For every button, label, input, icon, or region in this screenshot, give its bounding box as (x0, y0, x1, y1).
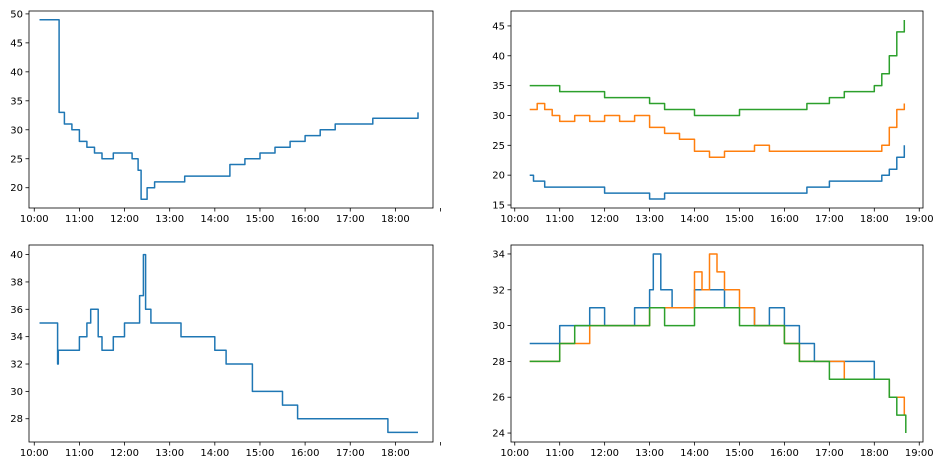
x-tick-label: 14:00 (680, 448, 709, 459)
x-tick-label: 12:00 (110, 214, 139, 225)
y-tick-label: 26 (492, 393, 505, 404)
y-tick-label: 45 (492, 21, 505, 32)
x-tick-label: 10:00 (20, 214, 49, 225)
y-tick-label: 34 (10, 332, 23, 343)
series-line-3 (529, 20, 906, 117)
x-tick-label: 14:00 (200, 448, 229, 459)
y-tick-label: 36 (10, 305, 23, 316)
chart-panel-bottom-right: 10:00 11:00 12:00 13:00 14:00 15:00 16:00 17:00… (492, 244, 934, 459)
x-tick-label: 17:00 (336, 214, 365, 225)
axes-frame (510, 10, 924, 209)
y-tick-label: 32 (10, 360, 23, 371)
x-tick-label: 13:00 (635, 214, 664, 225)
x-tick-label: 13:00 (155, 214, 184, 225)
x-tick-label: 13:00 (155, 448, 184, 459)
x-tick-label: 14:00 (680, 214, 709, 225)
y-tick-label: 40 (10, 250, 23, 261)
x-tick-label: 11:00 (545, 448, 574, 459)
x-tick-label: 10:00 (20, 448, 49, 459)
y-tick-label: 38 (10, 277, 23, 288)
x-tick-label: 18:00 (381, 448, 410, 459)
x-tick-label: 11:00 (545, 214, 574, 225)
y-tick-label: 20 (492, 171, 505, 182)
series-line-1 (529, 145, 906, 200)
y-tick-label: 28 (492, 357, 505, 368)
x-tick-label: 17:00 (815, 214, 844, 225)
series-line-3 (529, 306, 907, 433)
axes-frame (510, 244, 924, 443)
y-tick-label: 50 (10, 9, 23, 20)
x-tick-label: 15:00 (725, 448, 754, 459)
y-tick-label: 40 (492, 51, 505, 62)
y-tick-label: 15 (492, 201, 505, 212)
chart-panel-top-left: 10:00 11:00 12:00 13:00 14:00 15:00 16:00 17:00… (10, 9, 441, 225)
x-tick-label: 18:00 (860, 448, 889, 459)
series-line-1 (39, 253, 418, 434)
y-tick-label: 35 (492, 81, 505, 92)
x-tick-label: 11:00 (65, 214, 94, 225)
x-tick-label: 10:00 (500, 448, 529, 459)
x-tick-label: 15:00 (246, 448, 275, 459)
x-tick-label: 18:00 (860, 214, 889, 225)
series-line-2 (529, 253, 906, 416)
x-tick-label: 16:00 (770, 448, 799, 459)
y-tick-label: 24 (492, 429, 505, 440)
y-tick-label: 25 (10, 154, 23, 165)
axes-frame (28, 244, 434, 443)
y-tick-label: 30 (10, 387, 23, 398)
y-tick-label: 35 (10, 96, 23, 107)
y-tick-label: 30 (492, 321, 505, 332)
x-tick-label: 12:00 (590, 214, 619, 225)
x-tick-label: 16:00 (291, 214, 320, 225)
axes-frame (28, 10, 434, 209)
x-tick-label: 12:00 (590, 448, 619, 459)
y-tick-label: 34 (492, 249, 505, 260)
x-tick-label: 15:00 (725, 214, 754, 225)
x-tick-label: 17:00 (815, 448, 844, 459)
y-tick-label: 25 (492, 141, 505, 152)
x-tick-label: 19:00 (905, 214, 934, 225)
y-tick-label: 20 (10, 183, 23, 194)
x-tick-label: 11:00 (65, 448, 94, 459)
x-tick-label: 19:00 (905, 448, 934, 459)
y-tick-label: 40 (10, 67, 23, 78)
series-line-1 (39, 18, 419, 201)
y-tick-label: 45 (10, 38, 23, 49)
x-tick-label: 16:00 (291, 448, 320, 459)
y-tick-label: 30 (492, 111, 505, 122)
x-tick-label: 16:00 (770, 214, 799, 225)
x-tick-label: 15:00 (246, 214, 275, 225)
x-tick-label: 14:00 (200, 214, 229, 225)
chart-panel-bottom-left: 10:00 11:00 12:00 13:00 14:00 15:00 16:00 17:00… (10, 244, 441, 459)
x-tick-label: 13:00 (635, 448, 664, 459)
series-line-2 (529, 102, 906, 159)
y-tick-label: 30 (10, 125, 23, 136)
y-tick-label: 28 (10, 414, 23, 425)
chart-panel-top-right: 10:00 11:00 12:00 13:00 14:00 15:00 16:00 17:00… (492, 10, 934, 225)
x-tick-label: 18:00 (381, 214, 410, 225)
x-tick-label: 12:00 (110, 448, 139, 459)
x-tick-label: 10:00 (500, 214, 529, 225)
x-tick-label: 17:00 (336, 448, 365, 459)
y-tick-label: 32 (492, 285, 505, 296)
